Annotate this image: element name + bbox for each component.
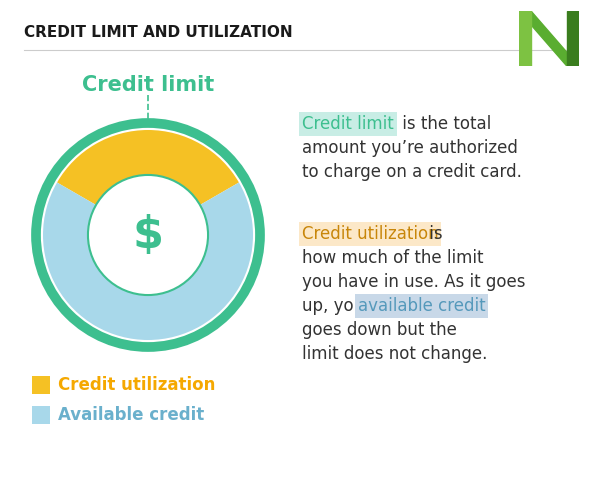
Polygon shape [519,11,579,66]
Text: goes down but the: goes down but the [302,321,457,339]
Text: Credit utilization: Credit utilization [302,225,439,243]
Text: to charge on a credit card.: to charge on a credit card. [302,163,522,181]
Wedge shape [43,182,253,340]
Text: $: $ [133,214,163,256]
Text: available credit: available credit [358,297,485,315]
Polygon shape [567,11,579,66]
Text: Credit utilization: Credit utilization [58,376,215,394]
Wedge shape [57,130,239,205]
Polygon shape [519,11,531,66]
Text: how much of the limit: how much of the limit [302,249,484,267]
Text: amount you’re authorized: amount you’re authorized [302,139,518,157]
Text: you have in use. As it goes: you have in use. As it goes [302,273,526,291]
Circle shape [89,176,207,294]
FancyBboxPatch shape [32,376,50,394]
Text: CREDIT LIMIT AND UTILIZATION: CREDIT LIMIT AND UTILIZATION [24,25,293,40]
Text: Credit limit: Credit limit [82,75,214,95]
Text: up, your: up, your [302,297,376,315]
Text: limit does not change.: limit does not change. [302,345,487,363]
Text: Available credit: Available credit [58,406,204,424]
Text: is: is [424,225,443,243]
Text: is the total: is the total [397,115,491,133]
FancyBboxPatch shape [32,406,50,424]
Text: Credit limit: Credit limit [302,115,394,133]
